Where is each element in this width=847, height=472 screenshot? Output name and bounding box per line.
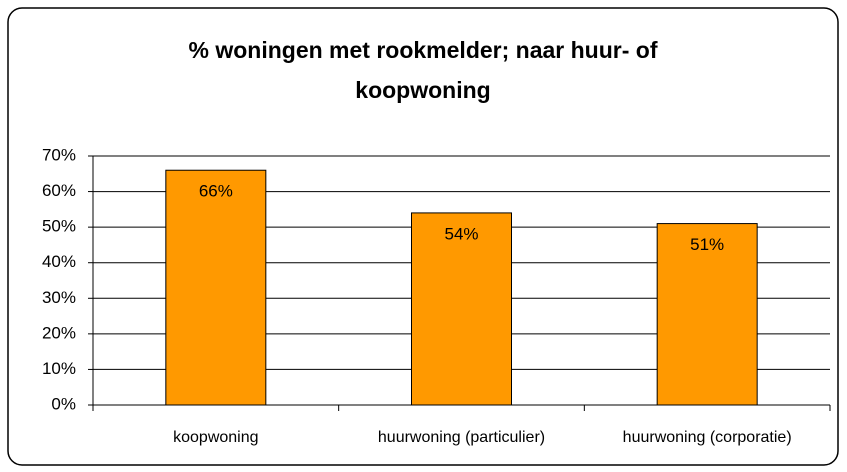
y-tick-label: 30%: [42, 288, 76, 307]
y-tick-label: 10%: [42, 359, 76, 378]
value-label: 54%: [444, 224, 478, 243]
y-tick-label: 20%: [42, 323, 76, 342]
bar: [656, 223, 758, 406]
y-tick-label: 40%: [42, 252, 76, 271]
x-tick-label: huurwoning (corporatie): [623, 429, 792, 446]
y-tick-label: 70%: [42, 145, 76, 164]
bar: [165, 169, 267, 406]
x-tick-label: huurwoning (particulier): [378, 429, 545, 446]
value-label: 66%: [199, 182, 233, 201]
value-label: 51%: [690, 235, 724, 254]
chart-title: % woningen met rookmelder; naar huur- of…: [188, 37, 658, 103]
y-tick-label: 60%: [42, 181, 76, 200]
y-tick-label: 50%: [42, 217, 76, 236]
bar: [411, 212, 512, 406]
y-tick-label: 0%: [51, 394, 76, 413]
x-tick-label: koopwoning: [173, 429, 258, 446]
